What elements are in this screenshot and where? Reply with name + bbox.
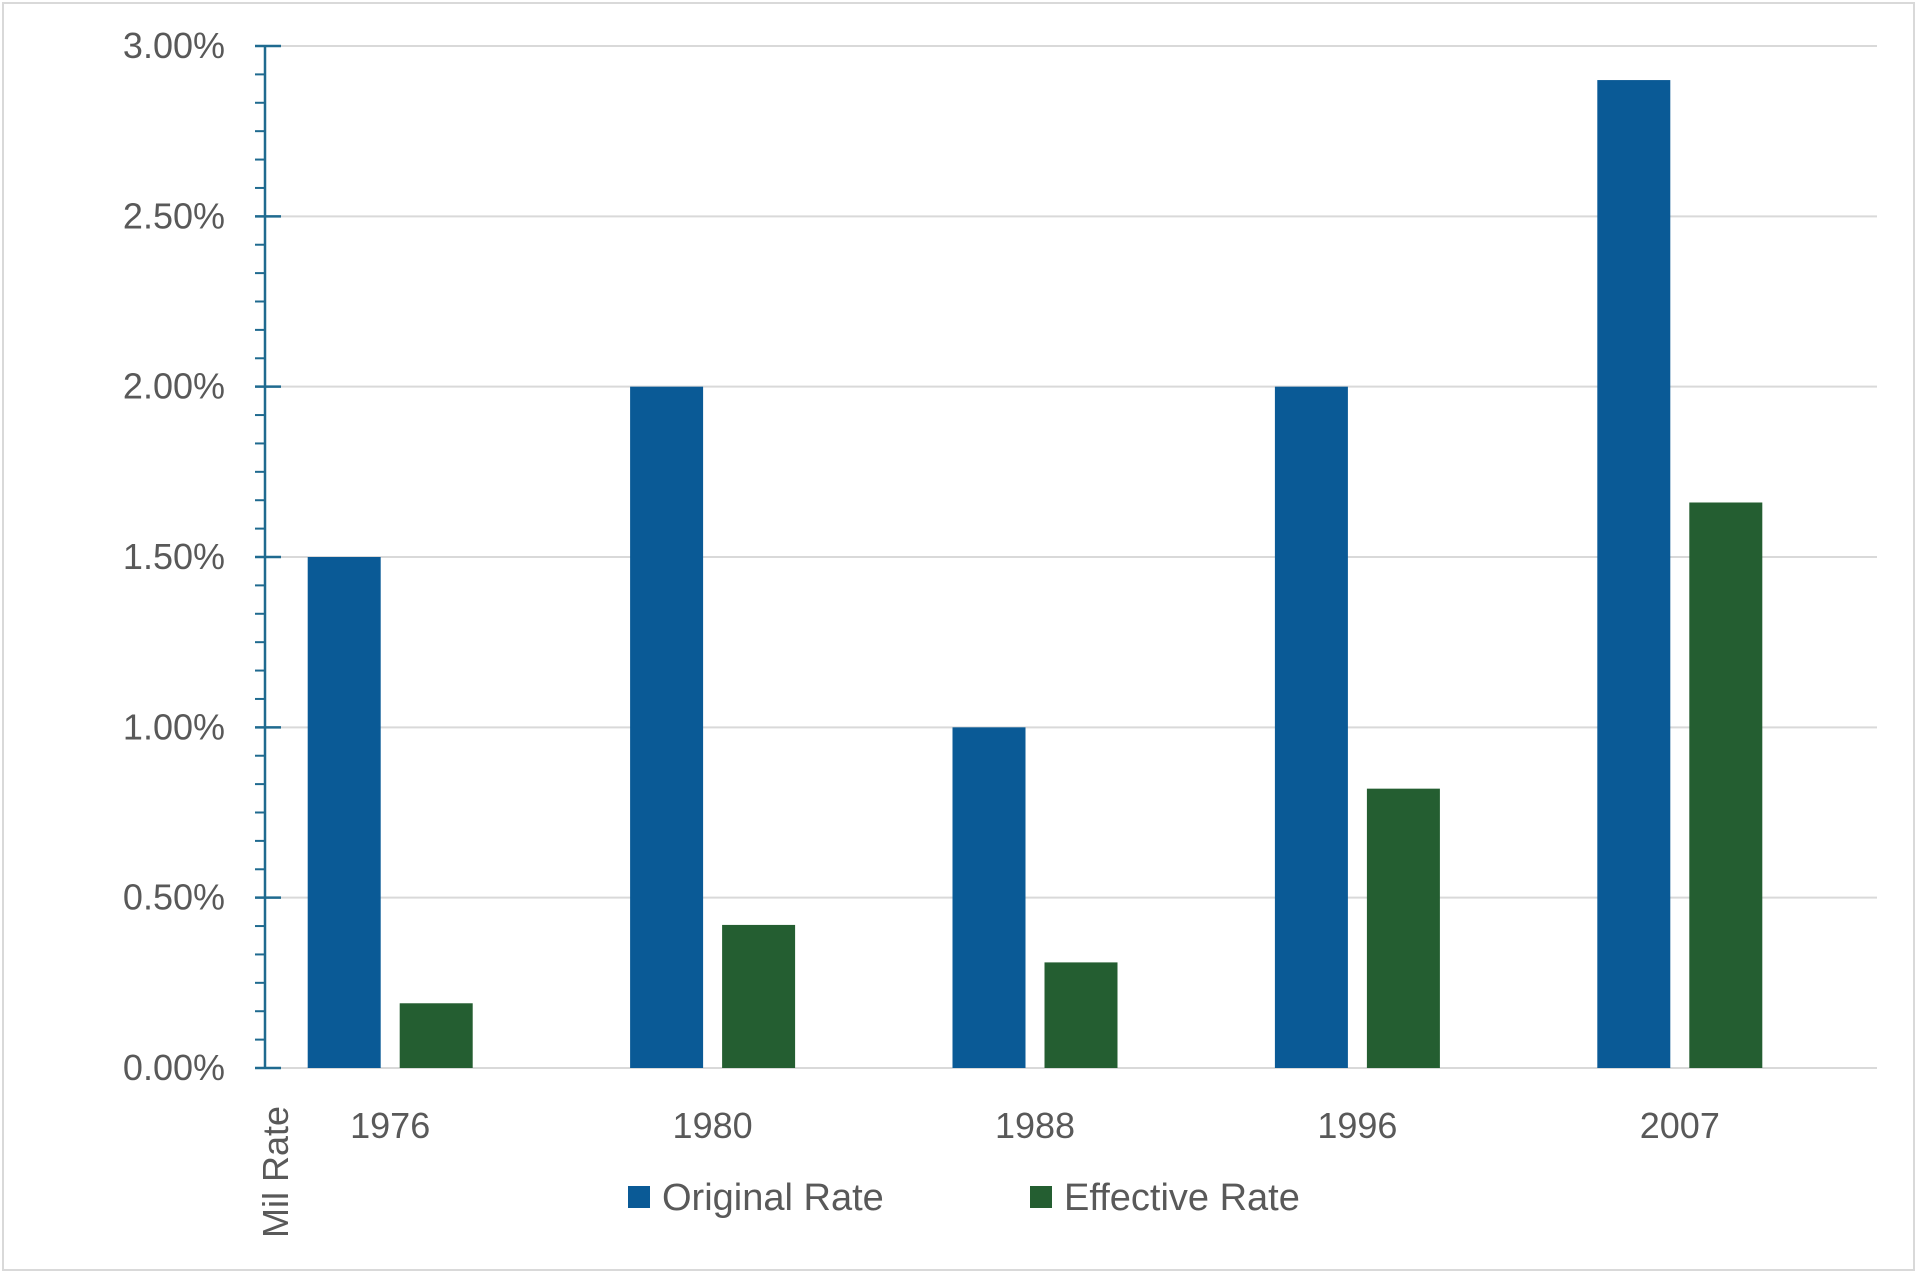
y-tick-label: 1.50%	[123, 536, 225, 577]
bar-effective-rate-1996	[1366, 788, 1440, 1068]
bar-original-rate-2007	[1597, 80, 1671, 1069]
y-tick-label: 3.00%	[123, 25, 225, 66]
y-axis	[255, 44, 281, 1070]
x-tick-label: 1980	[673, 1105, 753, 1146]
bar-effective-rate-1976	[399, 1003, 473, 1068]
bar-original-rate-1980	[630, 386, 704, 1069]
bar-effective-rate-2007	[1689, 502, 1763, 1068]
legend-swatch-original-rate	[628, 1186, 650, 1208]
legend-label-effective-rate: Effective Rate	[1064, 1177, 1300, 1219]
y-tick-label: 0.00%	[123, 1047, 225, 1088]
x-tick-label: 1996	[1317, 1105, 1397, 1146]
y-tick-label: 0.50%	[123, 877, 225, 918]
y-tick-label: 2.00%	[123, 366, 225, 407]
y-axis-title: Mil Rate	[255, 1106, 296, 1238]
bar-original-rate-1996	[1274, 386, 1348, 1069]
x-tick-label: 1976	[350, 1105, 430, 1146]
bar-original-rate-1988	[952, 727, 1026, 1068]
bar-original-rate-1976	[307, 557, 381, 1068]
x-tick-label: 1988	[995, 1105, 1075, 1146]
y-tick-label: 2.50%	[123, 195, 225, 236]
y-tick-labels: 0.00% 0.50% 1.00% 1.50% 2.00% 2.50% 3.00%	[123, 25, 225, 1088]
x-tick-labels: 1976 1980 1988 1996 2007	[350, 1105, 1720, 1146]
bar-effective-rate-1980	[722, 924, 796, 1068]
y-tick-label: 1.00%	[123, 706, 225, 747]
bars	[307, 80, 1763, 1069]
legend-swatch-effective-rate	[1030, 1186, 1052, 1208]
bar-effective-rate-1988	[1044, 962, 1118, 1068]
legend: Original Rate Effective Rate	[628, 1177, 1300, 1219]
legend-label-original-rate: Original Rate	[662, 1177, 884, 1219]
x-tick-label: 2007	[1640, 1105, 1720, 1146]
